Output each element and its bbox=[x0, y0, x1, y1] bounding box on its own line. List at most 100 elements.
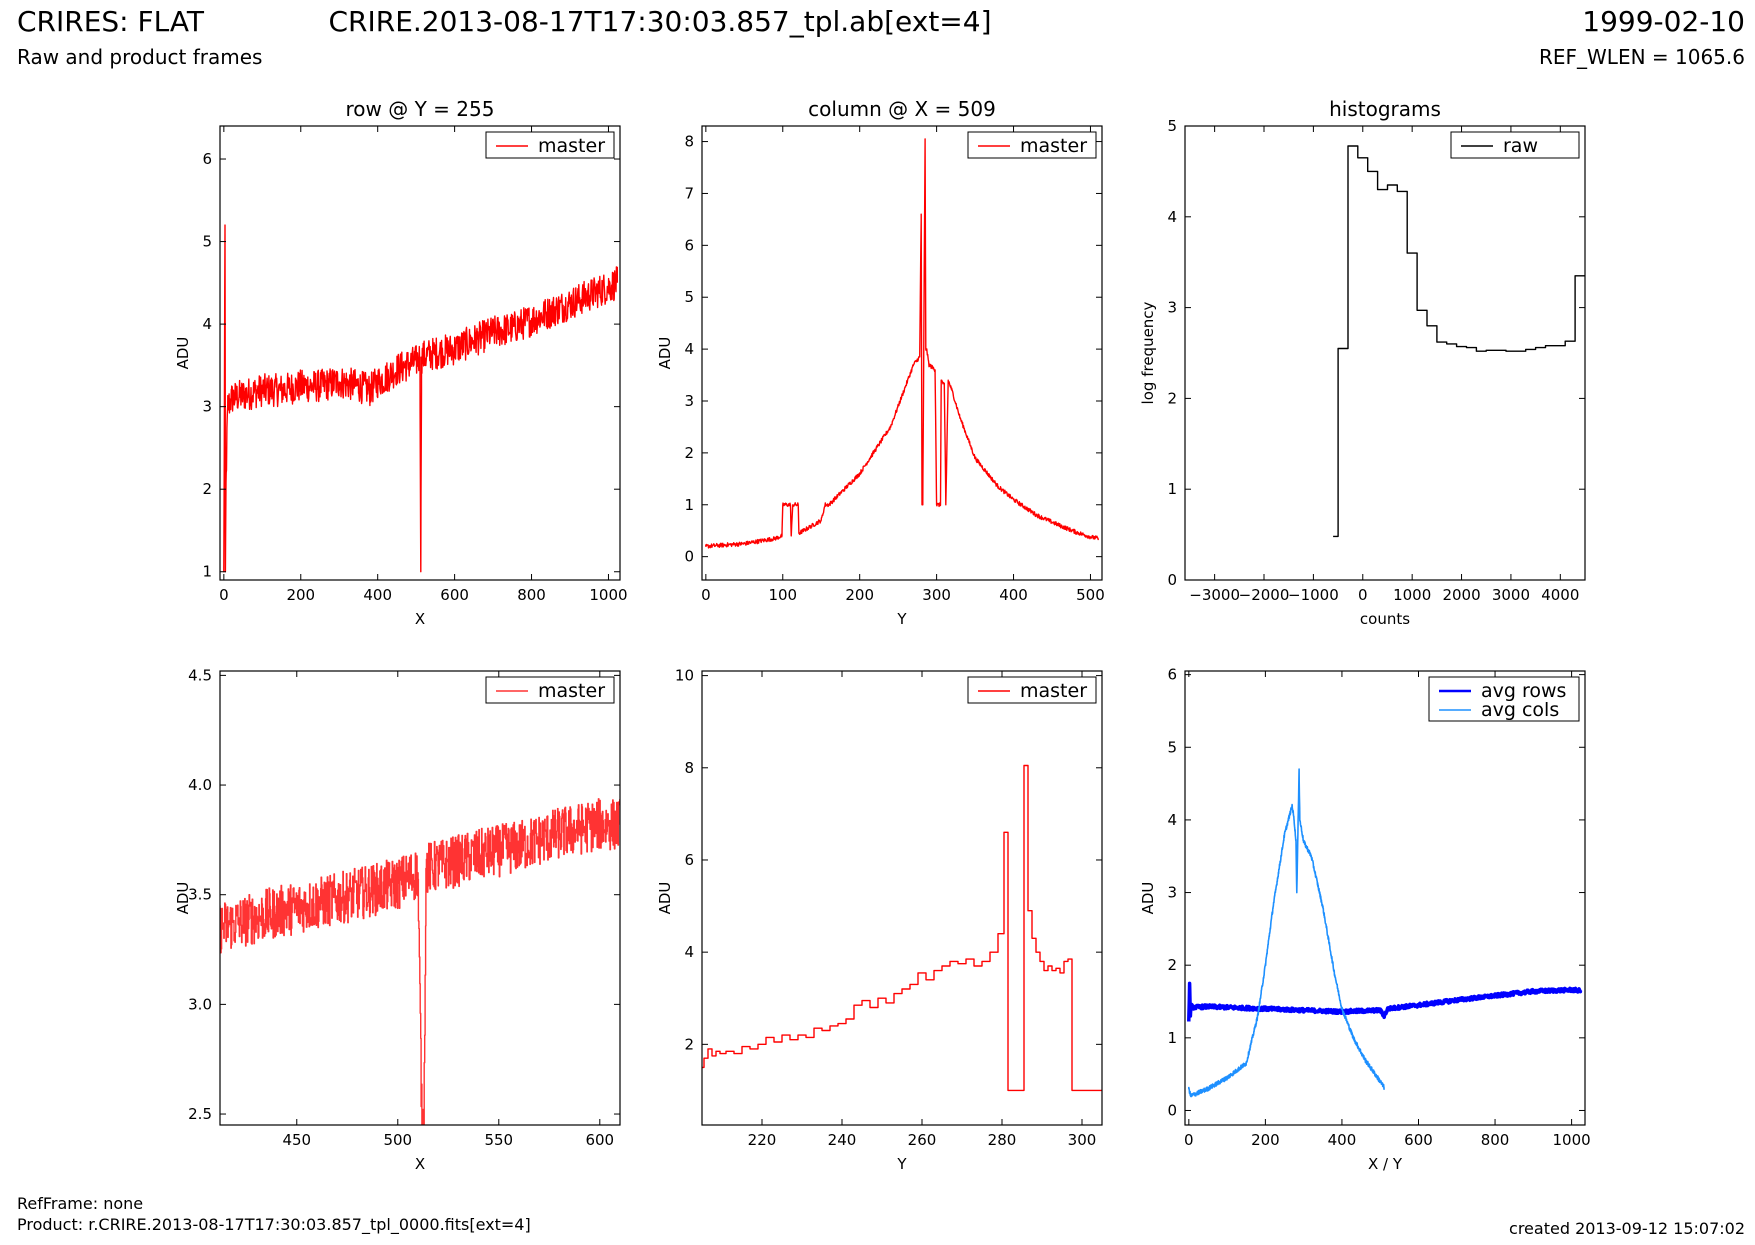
y-tick-label: 2 bbox=[1167, 389, 1177, 407]
x-tick-label: 400 bbox=[999, 586, 1028, 604]
refframe-note: RefFrame: none bbox=[17, 1194, 144, 1213]
plot-area bbox=[1187, 768, 1583, 1098]
x-axis-label: X bbox=[415, 610, 425, 628]
plot-area bbox=[220, 798, 620, 1125]
x-tick-label: 200 bbox=[845, 586, 874, 604]
axes-frame bbox=[1184, 125, 1586, 581]
y-tick-label: 3.5 bbox=[188, 886, 212, 904]
chart-panel-4: 450 500 550 600 2.5 3.0 3.5 4.0 4.5 X ADU master bbox=[174, 666, 621, 1173]
report-subtitle: Raw and product frames bbox=[17, 45, 263, 69]
legend-entry: master bbox=[1020, 135, 1087, 157]
y-axis-label: ADU bbox=[656, 337, 674, 370]
x-tick-label: 500 bbox=[383, 1131, 412, 1149]
x-tick-label: 800 bbox=[1481, 1131, 1510, 1149]
x-tick-label: 0 bbox=[219, 586, 229, 604]
x-tick-label: 200 bbox=[1251, 1131, 1280, 1149]
plot-area bbox=[705, 138, 1099, 549]
x-tick-label: −1000 bbox=[1288, 586, 1339, 604]
report-date: 1999-02-10 bbox=[1582, 5, 1745, 38]
series-line-master bbox=[705, 138, 1099, 549]
y-tick-label: 4.5 bbox=[188, 666, 212, 684]
x-axis-label: Y bbox=[896, 1155, 907, 1173]
series-line-avg-rows bbox=[1187, 981, 1583, 1022]
series-line-master bbox=[702, 764, 1102, 1092]
y-tick-label: 2 bbox=[1167, 956, 1177, 974]
x-tick-label: 0 bbox=[1358, 586, 1368, 604]
y-tick-label: 3 bbox=[1167, 299, 1177, 317]
x-tick-label: 280 bbox=[988, 1131, 1017, 1149]
x-tick-label: 0 bbox=[1184, 1131, 1194, 1149]
y-tick-label: 5 bbox=[684, 288, 694, 306]
y-tick-label: 5 bbox=[1167, 117, 1177, 135]
x-axis-label: counts bbox=[1360, 610, 1410, 628]
x-tick-label: −3000 bbox=[1189, 586, 1240, 604]
x-axis-label: Y bbox=[896, 610, 907, 628]
ref-wavelength: REF_WLEN = 1065.6 bbox=[1538, 45, 1745, 69]
x-tick-label: 220 bbox=[748, 1131, 777, 1149]
series-line-master bbox=[220, 798, 620, 1125]
axes-frame bbox=[1184, 670, 1586, 1126]
legend-entry: master bbox=[538, 135, 605, 157]
x-tick-label: 100 bbox=[768, 586, 797, 604]
plot-area bbox=[702, 764, 1102, 1092]
chart-title: row @ Y = 255 bbox=[346, 97, 495, 121]
legend-entry: master bbox=[1020, 680, 1087, 702]
chart-title: column @ X = 509 bbox=[808, 97, 996, 121]
x-tick-label: 4000 bbox=[1541, 586, 1579, 604]
series-line-avg-cols bbox=[1188, 768, 1385, 1098]
chart-panel-6: 0 200 400 600 800 1000 0 1 2 3 4 5 6 X / Y ADU avg rows… bbox=[1139, 666, 1591, 1173]
y-tick-label: 4 bbox=[1167, 811, 1177, 829]
y-tick-label: 2 bbox=[202, 480, 212, 498]
y-tick-label: 4 bbox=[1167, 208, 1177, 226]
y-tick-label: 5 bbox=[1167, 738, 1177, 756]
y-axis-label: ADU bbox=[174, 337, 192, 370]
y-tick-label: 4 bbox=[684, 340, 694, 358]
y-axis-label: log frequency bbox=[1139, 301, 1157, 404]
x-tick-label: 800 bbox=[517, 586, 546, 604]
x-tick-label: 300 bbox=[922, 586, 951, 604]
x-tick-label: 500 bbox=[1076, 586, 1105, 604]
product-note: Product: r.CRIRE.2013-08-17T17:30:03.857… bbox=[17, 1215, 531, 1234]
y-tick-label: 2 bbox=[684, 444, 694, 462]
y-tick-label: 4 bbox=[202, 315, 212, 333]
y-tick-label: 6 bbox=[684, 851, 694, 869]
x-tick-label: 450 bbox=[282, 1131, 311, 1149]
file-title: CRIRE.2013-08-17T17:30:03.857_tpl.ab[ext… bbox=[328, 5, 992, 38]
y-tick-label: 2.5 bbox=[188, 1105, 212, 1123]
legend: raw bbox=[1450, 131, 1580, 159]
y-tick-label: 0 bbox=[1167, 1101, 1177, 1119]
y-axis-label: ADU bbox=[1139, 882, 1157, 915]
y-axis-label: ADU bbox=[174, 882, 192, 915]
axes-frame bbox=[701, 670, 1103, 1126]
y-tick-label: 8 bbox=[684, 133, 694, 151]
y-tick-label: 4.0 bbox=[188, 776, 212, 794]
y-axis-label: ADU bbox=[656, 882, 674, 915]
x-tick-label: 3000 bbox=[1492, 586, 1530, 604]
x-tick-label: 400 bbox=[1328, 1131, 1357, 1149]
created-note: created 2013-09-12 15:07:02 bbox=[1509, 1219, 1745, 1238]
x-tick-label: 1000 bbox=[589, 586, 627, 604]
series-line-raw bbox=[1333, 145, 1585, 538]
plot-area bbox=[223, 224, 618, 573]
x-tick-label: 550 bbox=[484, 1131, 513, 1149]
x-tick-label: 600 bbox=[1404, 1131, 1433, 1149]
y-tick-label: 7 bbox=[684, 184, 694, 202]
legend: master bbox=[967, 676, 1097, 704]
legend-entry: avg cols bbox=[1481, 699, 1559, 721]
axes-frame bbox=[701, 125, 1103, 581]
x-tick-label: −2000 bbox=[1239, 586, 1290, 604]
y-tick-label: 1 bbox=[684, 496, 694, 514]
x-tick-label: 0 bbox=[701, 586, 711, 604]
y-tick-label: 1 bbox=[1167, 480, 1177, 498]
y-tick-label: 3 bbox=[1167, 884, 1177, 902]
x-tick-label: 260 bbox=[908, 1131, 937, 1149]
y-tick-label: 3.0 bbox=[188, 995, 212, 1013]
chart-panel-1: 0 200 400 600 800 1000 1 2 3 4 5 6 row @ Y = 255 X ADU… bbox=[174, 97, 628, 628]
y-tick-label: 6 bbox=[202, 150, 212, 168]
axes-frame bbox=[219, 670, 621, 1126]
chart-panel-3: −3000−2000−1000 0 1000 2000 3000 4000 0 1 2 3 4 5 hi… bbox=[1139, 97, 1586, 628]
x-tick-label: 600 bbox=[585, 1131, 614, 1149]
y-tick-label: 3 bbox=[684, 392, 694, 410]
legend: master bbox=[485, 676, 615, 704]
